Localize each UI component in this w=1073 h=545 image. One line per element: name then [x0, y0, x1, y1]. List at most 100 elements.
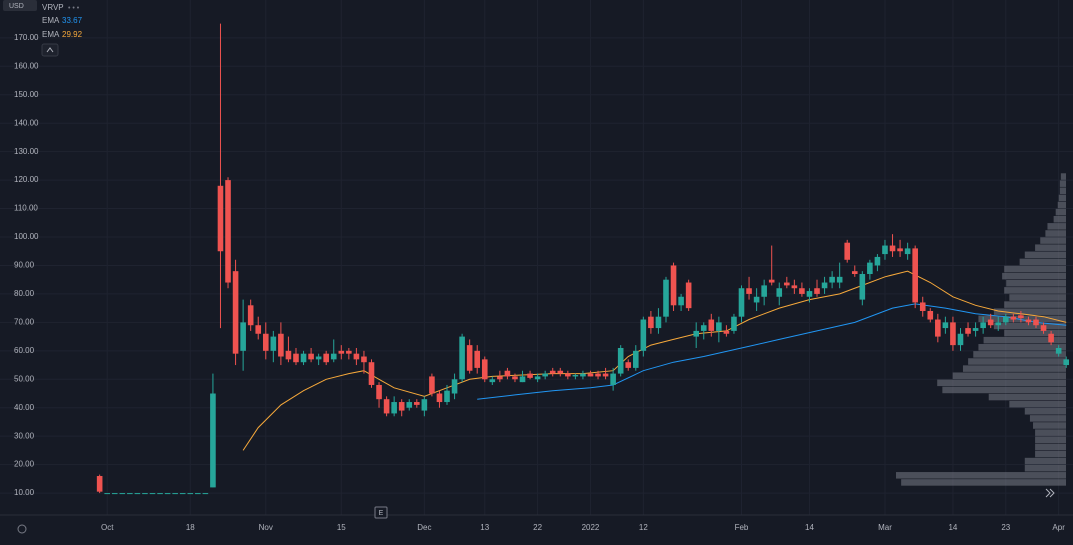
candle-body — [270, 336, 277, 351]
candle-body — [670, 265, 677, 306]
volume-bar — [978, 344, 1066, 351]
earnings-marker-box[interactable] — [374, 506, 388, 519]
candle-body — [534, 376, 541, 380]
candle-body — [844, 242, 851, 260]
candle-body — [776, 288, 783, 297]
currency[interactable]: USD — [9, 3, 24, 10]
candle-body — [512, 376, 518, 380]
candle-body — [104, 493, 111, 495]
candle-body — [225, 180, 231, 283]
scroll-button[interactable] — [1045, 488, 1055, 498]
candle-body — [338, 350, 345, 354]
candle-body — [323, 353, 329, 363]
indicator-name[interactable]: VRVP — [42, 3, 64, 12]
x-tick-label: 23 — [1001, 523, 1010, 532]
candle-body — [965, 328, 971, 334]
candle-body — [210, 393, 216, 488]
candle-body — [617, 347, 624, 374]
candle-body — [882, 245, 888, 255]
candle-body — [580, 373, 586, 377]
candle-body — [361, 356, 367, 363]
volume-bar — [952, 372, 1066, 379]
candle-body — [149, 493, 156, 495]
candle-body — [179, 493, 186, 495]
candle-body — [1025, 319, 1032, 323]
candle-body — [240, 322, 246, 351]
candle-body — [904, 248, 911, 255]
x-tick-label: Dec — [417, 523, 431, 532]
volume-bar — [978, 315, 1066, 323]
volume-bar — [1033, 422, 1066, 429]
candle-body — [353, 353, 360, 360]
currency-button[interactable] — [3, 0, 37, 11]
volume-bar — [983, 336, 1066, 344]
axes: 10.00 20.00 30.00 40.00 50.00 60.00 70.00 80.00… — [14, 33, 39, 497]
earnings-marker[interactable]: E — [379, 510, 384, 517]
candle-body — [1018, 315, 1024, 319]
candle-body — [247, 305, 254, 326]
collapse-icon — [46, 47, 54, 53]
candle-body — [436, 393, 443, 403]
candle-body — [655, 316, 662, 329]
candle-body — [859, 274, 866, 300]
candles — [96, 23, 1070, 495]
legend-name: EMA — [42, 30, 60, 39]
y-tick-label: 110.00 — [14, 204, 38, 213]
candle-body — [768, 279, 775, 283]
volume-bar — [942, 386, 1066, 394]
candle-body — [481, 359, 488, 380]
volume-bar — [1004, 265, 1066, 273]
candle-body — [912, 248, 918, 303]
candle-body — [293, 353, 299, 363]
candle-body — [821, 282, 828, 289]
volume-bar — [1053, 215, 1066, 223]
y-tick-label: 60.00 — [14, 346, 35, 355]
y-tick-label: 20.00 — [14, 460, 35, 469]
volume-bar — [1035, 436, 1066, 443]
candle-body — [1055, 347, 1062, 354]
volume-bar — [1002, 272, 1066, 280]
candle-body — [950, 322, 956, 346]
candle-body — [708, 319, 715, 331]
volume-bar — [962, 365, 1066, 372]
y-tick-label: 140.00 — [14, 118, 39, 127]
candle-body — [504, 370, 511, 377]
volume-bar — [1006, 279, 1066, 287]
x-tick-label: 18 — [186, 523, 195, 532]
y-tick-label: 160.00 — [14, 61, 39, 70]
candle-body — [595, 373, 601, 377]
candle-body — [398, 402, 405, 411]
volume-bar — [1004, 301, 1066, 308]
candle-body — [262, 333, 269, 351]
candle-body — [972, 328, 979, 331]
candle-body — [285, 350, 292, 360]
volume-bar — [993, 322, 1066, 330]
candle-body — [232, 271, 239, 354]
candle-body — [346, 350, 352, 354]
candle-body — [746, 288, 752, 294]
volume-bar — [993, 308, 1066, 315]
candle-body — [497, 376, 503, 380]
y-tick-label: 50.00 — [14, 374, 35, 383]
candle-body — [119, 493, 126, 495]
volume-bar — [968, 358, 1066, 365]
candle-body — [157, 493, 163, 495]
indicator-menu[interactable]: • • • — [68, 5, 80, 12]
x-tick-label: 22 — [533, 523, 542, 532]
candle-body — [444, 390, 450, 403]
candle-body — [814, 288, 820, 294]
candle-body — [1040, 325, 1047, 331]
settings-icon[interactable] — [17, 524, 27, 534]
candle-body — [935, 319, 941, 337]
candle-body — [957, 333, 964, 346]
volume-bar — [1004, 329, 1066, 337]
candle-body — [799, 288, 805, 294]
candle-body — [867, 262, 873, 275]
candle-body — [315, 356, 322, 360]
collapse-button[interactable] — [41, 43, 59, 57]
candle-body — [330, 353, 337, 360]
volume-bar — [901, 479, 1066, 486]
candle-body — [278, 333, 284, 357]
candle-body — [919, 302, 926, 311]
